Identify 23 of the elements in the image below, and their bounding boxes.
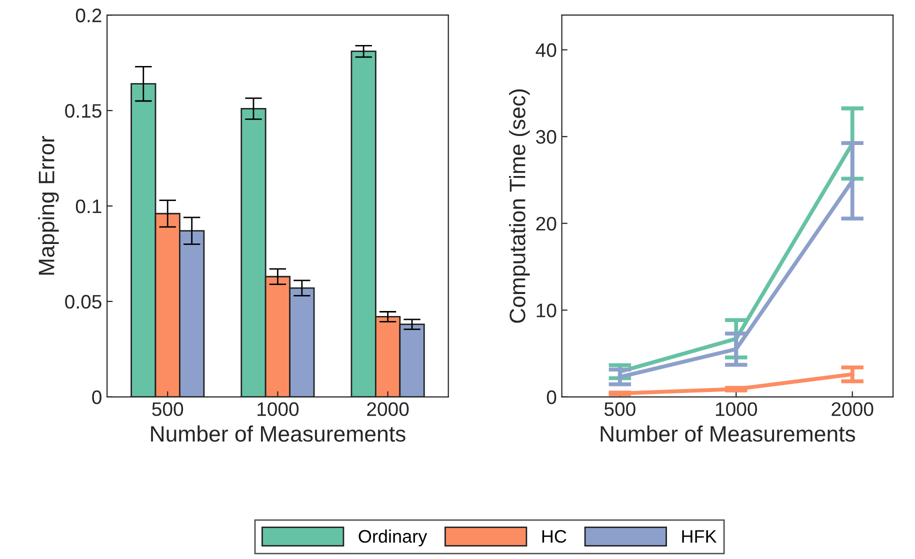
y-tick-label: 0.15 [65, 104, 102, 118]
legend-label: Ordinary [358, 530, 428, 546]
x-tick-label: 500 [604, 402, 636, 416]
y-tick-label: 20 [536, 216, 556, 231]
x-tick-label: 2000 [832, 402, 874, 416]
y-tick-label: 30 [536, 130, 556, 144]
y-tick-label: 0.1 [76, 199, 102, 214]
y-axis-title: Mapping Error [38, 136, 59, 275]
y-tick-label: 40 [536, 43, 556, 58]
y-tick-label: 0 [546, 390, 556, 404]
x-tick-label: 500 [152, 402, 184, 416]
x-tick-label: 1000 [716, 402, 758, 416]
y-tick-label: 0 [92, 390, 102, 404]
legend-label: HC [542, 530, 566, 543]
y-axis-title: Computation Time (sec) [509, 89, 530, 323]
legend-label: HFK [682, 530, 717, 543]
y-tick-label: 10 [536, 304, 556, 318]
x-tick-label: 2000 [367, 402, 409, 416]
y-tick-label: 0.05 [65, 294, 102, 309]
y-tick-label: 0.2 [76, 8, 102, 22]
x-axis-title: Number of Measurements [600, 425, 856, 442]
x-tick-label: 1000 [258, 402, 299, 416]
x-axis-title: Number of Measurements [151, 425, 406, 442]
